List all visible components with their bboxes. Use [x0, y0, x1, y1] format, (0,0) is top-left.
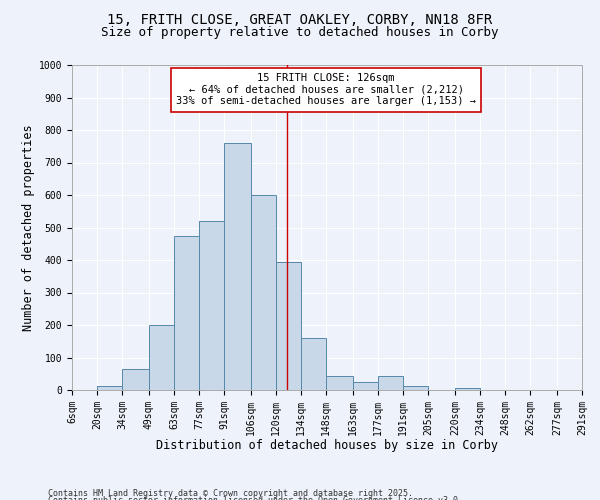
Bar [455, 388, 480, 390]
Bar [122, 369, 149, 390]
Bar [353, 382, 378, 390]
Text: 15, FRITH CLOSE, GREAT OAKLEY, CORBY, NN18 8FR: 15, FRITH CLOSE, GREAT OAKLEY, CORBY, NN… [107, 12, 493, 26]
Bar [378, 376, 403, 390]
Bar [251, 195, 276, 390]
Bar [149, 325, 174, 390]
Y-axis label: Number of detached properties: Number of detached properties [22, 124, 35, 331]
X-axis label: Distribution of detached houses by size in Corby: Distribution of detached houses by size … [156, 439, 498, 452]
Bar [224, 143, 251, 390]
Text: Size of property relative to detached houses in Corby: Size of property relative to detached ho… [101, 26, 499, 39]
Text: Contains public sector information licensed under the Open Government Licence v3: Contains public sector information licen… [48, 496, 463, 500]
Bar [301, 338, 326, 390]
Bar [326, 376, 353, 390]
Bar [97, 386, 122, 390]
Bar [199, 221, 224, 390]
Bar [276, 262, 301, 390]
Bar [174, 236, 199, 390]
Text: Contains HM Land Registry data © Crown copyright and database right 2025.: Contains HM Land Registry data © Crown c… [48, 488, 413, 498]
Bar [403, 386, 428, 390]
Text: 15 FRITH CLOSE: 126sqm
← 64% of detached houses are smaller (2,212)
33% of semi-: 15 FRITH CLOSE: 126sqm ← 64% of detached… [176, 73, 476, 106]
